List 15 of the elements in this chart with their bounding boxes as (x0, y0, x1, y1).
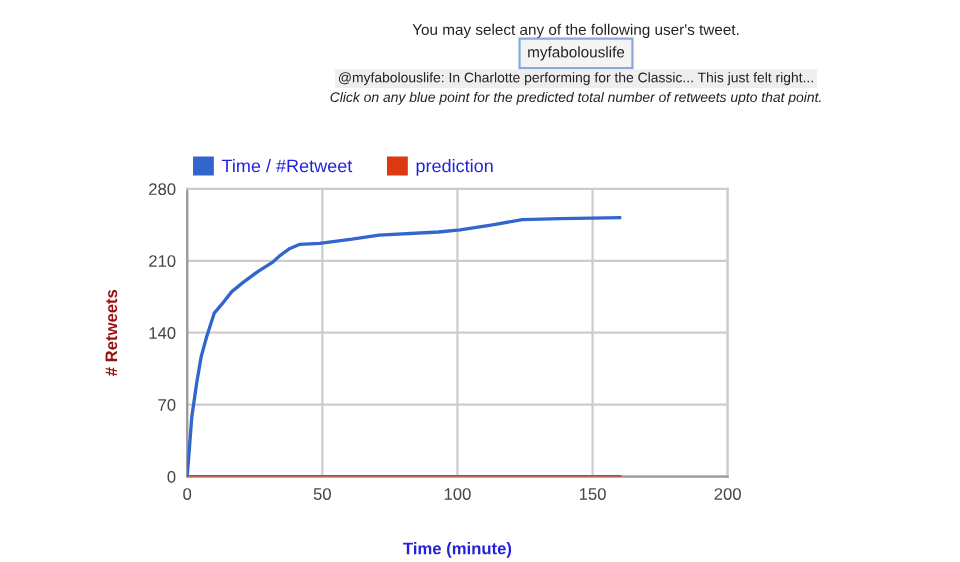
x-tick-label: 100 (444, 488, 471, 500)
x-axis-title: Time (minute) (403, 542, 512, 558)
y-axis-title: # Retweets (105, 289, 118, 376)
x-tick-label: 200 (714, 488, 741, 500)
y-tick-label: 70 (158, 399, 176, 411)
y-tick-label: 210 (149, 255, 176, 267)
y-tick-label: 0 (167, 470, 176, 483)
x-tick-label: 150 (579, 488, 606, 500)
legend-label: Time / #Retweet (221, 159, 353, 173)
y-tick-label: 280 (149, 183, 176, 196)
legend-label: prediction (416, 159, 493, 176)
x-tick-label: 50 (313, 488, 331, 500)
x-tick-label: 0 (183, 488, 192, 500)
line-series (187, 215, 622, 477)
y-tick-label: 140 (149, 327, 176, 339)
